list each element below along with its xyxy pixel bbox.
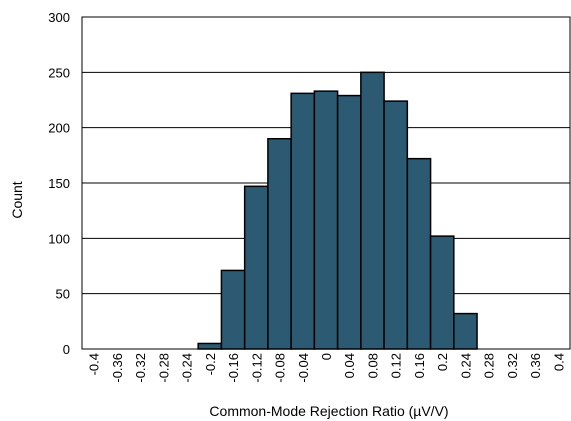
x-tick-label: -0.2 bbox=[203, 353, 218, 375]
bar bbox=[243, 185, 269, 350]
bar bbox=[197, 342, 223, 350]
x-tick-label: 0.4 bbox=[551, 353, 566, 371]
x-tick-label: 0.28 bbox=[482, 353, 497, 378]
bar bbox=[313, 90, 339, 350]
x-tick-label: 0.24 bbox=[458, 353, 473, 378]
bar bbox=[383, 100, 409, 350]
x-tick-label: -0.04 bbox=[296, 353, 311, 383]
x-tick-label: 0.04 bbox=[342, 353, 357, 378]
x-tick-label: -0.12 bbox=[249, 353, 264, 383]
x-tick-label: -0.36 bbox=[110, 353, 125, 383]
bar bbox=[290, 92, 316, 350]
x-tick-label: 0 bbox=[319, 353, 334, 360]
x-tick-label: -0.32 bbox=[133, 353, 148, 383]
y-tick-label: 300 bbox=[48, 10, 70, 25]
x-tick-label: 0.32 bbox=[505, 353, 520, 378]
bar bbox=[406, 157, 432, 350]
x-tick-label: -0.24 bbox=[180, 353, 195, 383]
x-axis-title: Common-Mode Rejection Ratio (µV/V) bbox=[209, 403, 448, 419]
y-axis-title: Count bbox=[9, 181, 25, 218]
x-tick-label: 0.08 bbox=[365, 353, 380, 378]
bar bbox=[360, 71, 385, 350]
x-tick-label: -0.4 bbox=[87, 353, 102, 375]
y-tick-label: 50 bbox=[56, 287, 70, 302]
y-tick-label: 0 bbox=[63, 342, 70, 357]
x-tick-label: 0.12 bbox=[389, 353, 404, 378]
x-axis-ticks: -0.4 -0.36 -0.32 -0.28 -0.24 -0.2 -0.16 -0.12 -0… bbox=[87, 353, 567, 383]
y-tick-label: 200 bbox=[48, 121, 70, 136]
x-tick-label: -0.16 bbox=[226, 353, 241, 383]
x-tick-label: -0.28 bbox=[156, 353, 171, 383]
bar bbox=[220, 269, 246, 350]
y-axis-ticks: 0 50 100 150 200 250 300 bbox=[48, 10, 70, 357]
x-tick-label: 0.16 bbox=[412, 353, 427, 378]
x-tick-label: -0.08 bbox=[273, 353, 288, 383]
bars bbox=[197, 71, 478, 350]
bar bbox=[336, 94, 362, 350]
y-tick-label: 150 bbox=[48, 176, 70, 191]
x-tick-label: 0.36 bbox=[528, 353, 543, 378]
y-tick-label: 100 bbox=[48, 231, 70, 246]
bar bbox=[429, 235, 455, 350]
plot-frame bbox=[81, 16, 571, 350]
bar bbox=[453, 312, 478, 350]
y-tick-label: 250 bbox=[48, 65, 70, 80]
bar bbox=[267, 137, 292, 350]
x-tick-label: 0.2 bbox=[435, 353, 450, 371]
